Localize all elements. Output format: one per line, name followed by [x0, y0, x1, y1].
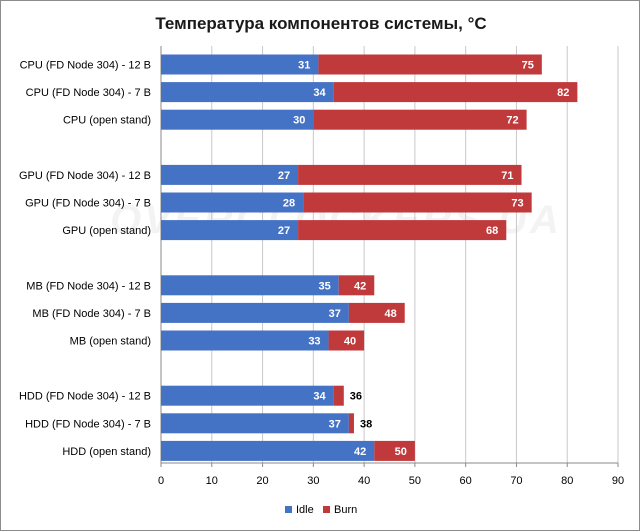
bar-idle — [161, 220, 299, 241]
data-label-idle: 30 — [293, 115, 305, 127]
data-label-idle: 35 — [318, 280, 330, 292]
bar-idle — [161, 413, 349, 434]
category-label: HDD (FD Node 304) - 12 В — [19, 391, 151, 403]
bar-idle — [161, 164, 299, 185]
x-tick-label: 70 — [510, 475, 522, 487]
category-label: GPU (open stand) — [62, 225, 151, 237]
data-label-idle: 33 — [308, 336, 320, 348]
bar-idle — [161, 275, 339, 296]
category-label: CPU (FD Node 304) - 12 В — [20, 60, 151, 72]
bar-burn — [333, 82, 578, 103]
x-tick-label: 50 — [409, 475, 421, 487]
bar-burn — [303, 192, 532, 213]
data-label-burn: 48 — [384, 308, 396, 320]
legend-label-idle: Idle — [296, 504, 314, 516]
x-tick-label: 40 — [358, 475, 370, 487]
legend-swatch-burn — [323, 506, 330, 513]
bar-idle — [161, 385, 334, 406]
bar-burn — [298, 220, 507, 241]
data-label-burn: 38 — [360, 418, 372, 430]
data-label-burn: 42 — [354, 280, 366, 292]
bar-idle — [161, 440, 375, 461]
data-label-burn: 71 — [501, 170, 513, 182]
category-label: CPU (open stand) — [63, 115, 151, 127]
data-label-idle: 37 — [329, 418, 341, 430]
data-label-idle: 28 — [283, 198, 295, 210]
bar-idle — [161, 302, 349, 323]
data-label-idle: 34 — [313, 87, 326, 99]
x-tick-label: 90 — [612, 475, 624, 487]
bar-burn — [348, 413, 354, 434]
data-label-idle: 42 — [354, 446, 366, 458]
data-label-burn: 68 — [486, 225, 498, 237]
category-label: CPU (FD Node 304) - 7 В — [26, 87, 151, 99]
plot-area: 0 10 20 30 40 50 60 70 80 90 CPU (FD Node 304) - 1… — [19, 46, 624, 487]
chart-title: Температура компонентов системы, °C — [155, 14, 486, 33]
bar-burn — [328, 330, 365, 351]
bar-idle — [161, 192, 304, 213]
legend-swatch-idle — [285, 506, 292, 513]
x-tick-label: 80 — [561, 475, 573, 487]
data-label-burn: 36 — [350, 391, 362, 403]
data-label-idle: 27 — [278, 225, 290, 237]
data-label-burn: 40 — [344, 336, 356, 348]
bar-idle — [161, 54, 319, 75]
data-label-burn: 50 — [395, 446, 407, 458]
x-tick-label: 10 — [206, 475, 218, 487]
x-tick-label: 0 — [158, 475, 164, 487]
legend-label-burn: Burn — [334, 504, 357, 516]
data-label-idle: 27 — [278, 170, 290, 182]
bar-burn — [333, 385, 344, 406]
data-label-burn: 73 — [511, 198, 523, 210]
data-label-burn: 82 — [557, 87, 569, 99]
data-label-burn: 72 — [506, 115, 518, 127]
bar-idle — [161, 330, 329, 351]
category-label: MB (FD Node 304) - 12 В — [26, 280, 151, 292]
bar-idle — [161, 82, 334, 103]
bar-burn — [298, 164, 522, 185]
bar-burn — [318, 54, 542, 75]
legend: Idle Burn — [285, 504, 357, 516]
category-label: GPU (FD Node 304) - 7 В — [25, 198, 151, 210]
category-label: HDD (FD Node 304) - 7 В — [25, 418, 151, 430]
category-label: MB (open stand) — [70, 336, 151, 348]
data-label-idle: 34 — [313, 391, 326, 403]
data-label-idle: 37 — [329, 308, 341, 320]
category-label: GPU (FD Node 304) - 12 В — [19, 170, 151, 182]
x-tick-label: 30 — [307, 475, 319, 487]
bar-burn — [313, 109, 527, 130]
data-label-burn: 75 — [522, 60, 534, 72]
category-label: MB (FD Node 304) - 7 В — [32, 308, 151, 320]
bar-burn — [338, 275, 375, 296]
bar-burn — [348, 302, 405, 323]
category-label: HDD (open stand) — [62, 446, 151, 458]
x-tick-label: 60 — [460, 475, 472, 487]
x-tick-label: 20 — [256, 475, 268, 487]
bar-burn — [374, 440, 415, 461]
data-label-idle: 31 — [298, 60, 310, 72]
bar-idle — [161, 109, 314, 130]
